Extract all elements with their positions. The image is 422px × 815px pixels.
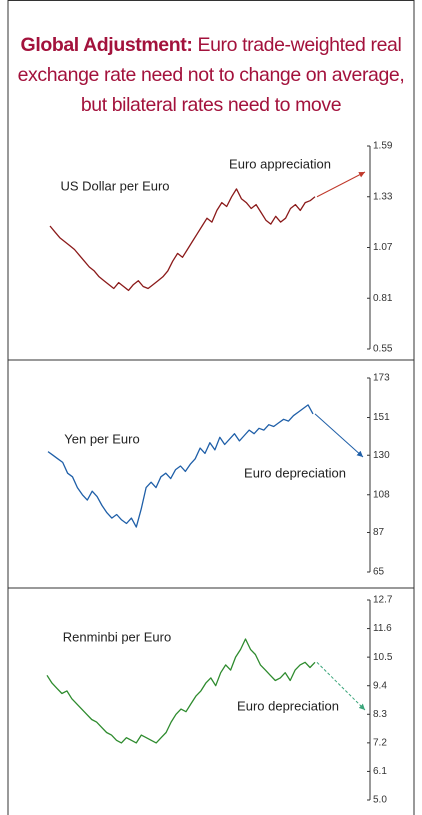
y-tick-label: 6.1 xyxy=(373,766,387,777)
y-tick-label: 1.07 xyxy=(373,242,393,253)
title-text: Euro trade-weighted real exchange rate n… xyxy=(17,34,405,116)
annotation: Euro appreciation xyxy=(229,156,331,171)
y-tick-label: 12.7 xyxy=(373,595,393,606)
y-tick-label: 11.6 xyxy=(373,623,392,634)
series-name: Yen per Euro xyxy=(64,431,139,446)
y-tick-label: 8.3 xyxy=(373,709,387,720)
y-tick-label: 151 xyxy=(373,412,390,423)
y-tick-label: 87 xyxy=(373,527,385,538)
title-lead: Global Adjustment: xyxy=(20,34,193,56)
arrow xyxy=(316,661,366,711)
y-tick-label: 108 xyxy=(373,489,390,500)
annotation: Euro depreciation xyxy=(237,698,339,713)
y-tick-label: 1.59 xyxy=(373,141,393,152)
y-tick-label: 7.2 xyxy=(373,737,387,748)
y-tick-label: 0.55 xyxy=(373,344,393,355)
series-line xyxy=(46,638,316,744)
y-tick-label: 0.81 xyxy=(373,293,393,304)
series-name: US Dollar per Euro xyxy=(60,178,169,193)
arrow xyxy=(316,171,366,198)
y-tick-label: 10.5 xyxy=(373,652,393,663)
arrow xyxy=(314,413,364,458)
series-line xyxy=(47,404,314,528)
title: Global Adjustment: Euro trade-weighted r… xyxy=(14,30,408,120)
series-name: Renminbi per Euro xyxy=(63,629,171,644)
y-tick-label: 173 xyxy=(373,373,390,384)
y-tick-label: 65 xyxy=(373,567,385,578)
y-tick-label: 5.0 xyxy=(373,795,387,806)
y-tick-label: 1.33 xyxy=(373,191,393,202)
series-line xyxy=(49,188,316,292)
y-tick-label: 9.4 xyxy=(373,680,387,691)
annotation: Euro depreciation xyxy=(244,465,346,480)
y-tick-label: 130 xyxy=(373,450,390,461)
